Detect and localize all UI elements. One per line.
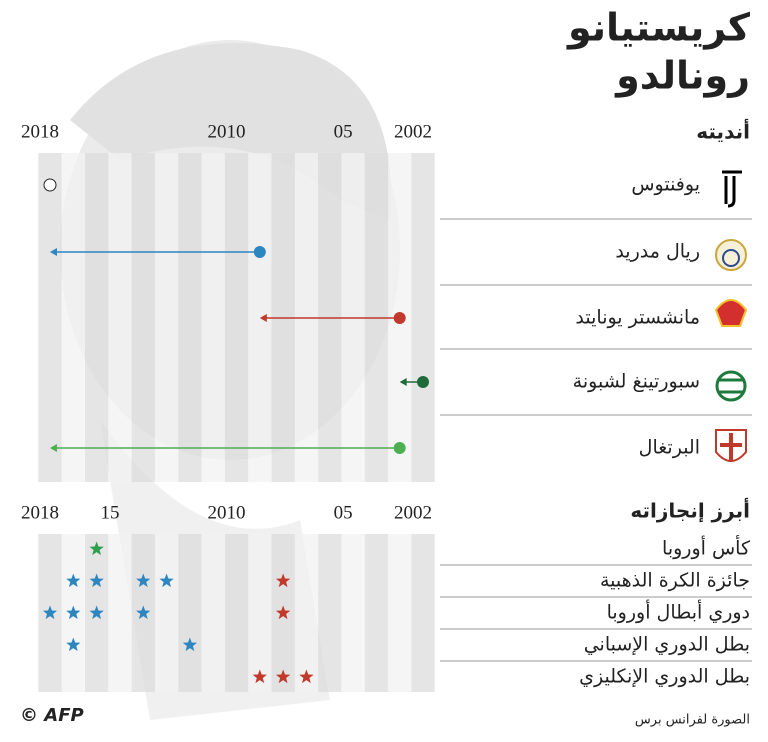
- club-name: ريال مدريد: [615, 241, 700, 263]
- club-name: يوفنتوس: [631, 174, 700, 196]
- achievement-name: بطل الدوري الإنكليزي: [579, 666, 750, 688]
- stripe: [224, 534, 249, 692]
- club-start: [417, 376, 429, 388]
- arrow-head: [259, 314, 267, 322]
- star: [299, 669, 314, 684]
- star: [159, 573, 174, 588]
- arrow-head: [50, 248, 57, 256]
- star: [42, 605, 58, 620]
- arrow-head: [399, 378, 407, 386]
- stripe: [341, 534, 365, 692]
- stripe: [388, 534, 412, 692]
- club-name: البرتغال: [639, 437, 700, 459]
- stripe: [131, 153, 155, 482]
- x-tick-label: 2002: [394, 502, 432, 523]
- achievement-name: دوري أبطال أوروبا: [607, 600, 750, 624]
- logo: © AFP: [20, 705, 84, 726]
- star: [136, 605, 151, 620]
- star: [276, 669, 291, 684]
- photo-credit: الصورة لفرانس برس: [635, 713, 750, 728]
- stripe: [248, 153, 272, 482]
- star: [89, 541, 104, 556]
- title: رونالدو: [614, 54, 750, 99]
- title: كريستيانو: [566, 6, 751, 50]
- star: [66, 637, 81, 652]
- section-heading: أبرز إنجازاته: [630, 497, 750, 523]
- stripe: [178, 534, 202, 692]
- x-tick-label: 05: [334, 502, 353, 523]
- stripe: [364, 534, 389, 692]
- stripe: [38, 153, 62, 482]
- club-start: [43, 178, 57, 192]
- achievement-name: بطل الدوري الإسباني: [584, 634, 750, 656]
- x-tick-label: 2018: [21, 121, 59, 142]
- stripe: [61, 153, 85, 482]
- star: [136, 573, 151, 588]
- achievement-name: كأس أوروبا: [662, 535, 751, 560]
- x-tick-label: 2010: [208, 502, 246, 523]
- stripe: [318, 534, 342, 692]
- x-tick-label: 05: [334, 121, 353, 142]
- club-start: [393, 312, 406, 324]
- x-tick-label: 2010: [208, 121, 246, 142]
- achievement-name: جائزة الكرة الذهبية: [600, 570, 750, 592]
- star: [66, 573, 81, 588]
- star: [276, 573, 291, 588]
- stripe: [108, 153, 132, 482]
- stripe: [201, 534, 225, 692]
- x-tick-label: 2018: [21, 502, 59, 523]
- x-tick-label: 15: [100, 502, 119, 523]
- club-start: [253, 246, 266, 258]
- x-tick-label: 2002: [394, 121, 432, 142]
- star: [252, 669, 267, 684]
- club-name: مانشستر يونايتد: [575, 307, 700, 329]
- stripe: [248, 534, 272, 692]
- section-heading: أنديته: [696, 118, 750, 144]
- club-name: سبورتينغ لشبونة: [573, 371, 700, 393]
- arrow-head: [50, 444, 57, 452]
- stripe: [84, 153, 109, 482]
- stripe: [411, 153, 435, 482]
- star: [182, 637, 197, 652]
- stripe: [294, 534, 319, 692]
- stripe: [224, 153, 249, 482]
- star: [66, 605, 81, 620]
- star: [276, 605, 291, 620]
- stripe: [178, 153, 202, 482]
- stripe: [154, 534, 179, 692]
- club-logos: [714, 170, 748, 462]
- stripe: [108, 534, 132, 692]
- stripe: [154, 153, 179, 482]
- club-start: [393, 442, 406, 454]
- stripe: [201, 153, 225, 482]
- stripe: [411, 534, 435, 692]
- star: [89, 573, 104, 588]
- star: [89, 605, 104, 620]
